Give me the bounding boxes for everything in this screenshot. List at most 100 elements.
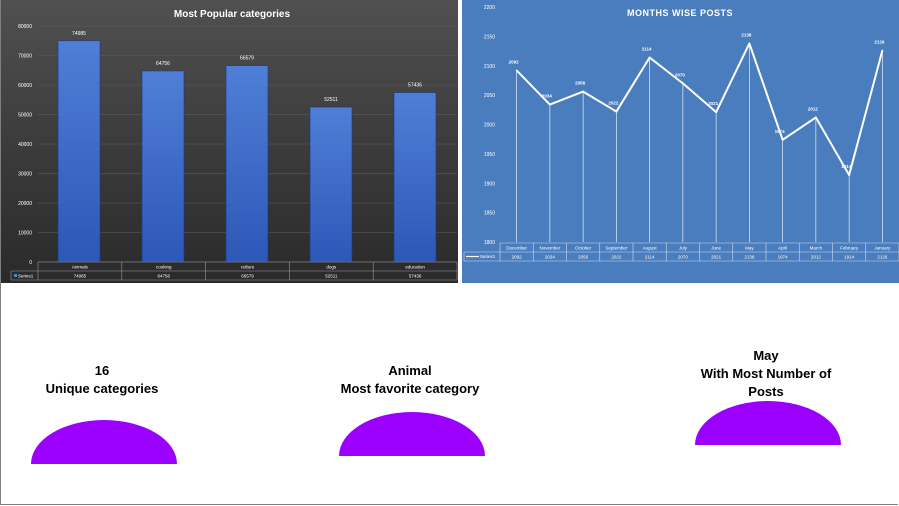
- y-tick-label: 2200: [484, 5, 495, 11]
- bar: [309, 106, 353, 263]
- month-label: July: [679, 246, 688, 251]
- bar-data-label: 57436: [408, 83, 422, 89]
- table-value: 66579: [241, 274, 254, 279]
- y-tick-label: 50000: [18, 113, 32, 119]
- month-chart-panel: MONTHS WISE POSTS 1800 1850 1900 1950 2000 20…: [462, 0, 899, 283]
- semicircle-shape: [339, 412, 485, 456]
- stat-label: With Most Number of Posts: [700, 366, 832, 399]
- month-chart-title: MONTHS WISE POSTS: [627, 8, 733, 18]
- y-tick-label: 2000: [484, 123, 495, 129]
- stat-value: May: [753, 348, 779, 363]
- month-line-chart: MONTHS WISE POSTS 1800 1850 1900 1950 2000 20…: [463, 5, 899, 262]
- stat-value: Animal: [388, 363, 432, 378]
- y-tick-label: 1950: [484, 152, 495, 158]
- table-value: 2070: [678, 255, 689, 260]
- category-bar-chart: Most Popular categories 0 10000 20000 30000…: [10, 9, 458, 281]
- line-point: [815, 116, 817, 119]
- month-label: March: [810, 246, 823, 251]
- y-tick-label: 1850: [484, 211, 495, 217]
- bar: [393, 92, 437, 263]
- category-label: Animals: [72, 265, 89, 270]
- y-tick-label: 70000: [18, 54, 32, 60]
- y-tick-label: 1800: [484, 240, 495, 246]
- month-label: February: [840, 246, 859, 251]
- table-value: 2138: [744, 255, 755, 260]
- table-value: 2012: [811, 255, 822, 260]
- month-label: June: [711, 246, 721, 251]
- category-label: education: [405, 265, 425, 270]
- category-chart-panel: Most Popular categories 0 10000 20000 30000…: [1, 0, 458, 283]
- table-value: 1974: [778, 255, 789, 260]
- y-tick-label: 60000: [18, 83, 32, 89]
- line-data-label: 2070: [675, 72, 686, 77]
- line-data-label: 2056: [575, 81, 586, 86]
- bar: [141, 70, 185, 263]
- semicircle-shape: [31, 420, 177, 464]
- line-data-label: 2114: [642, 47, 652, 52]
- legend-key: [14, 274, 17, 277]
- line-data-label: 2138: [741, 32, 752, 37]
- semicircle-shape: [695, 401, 841, 445]
- category-label: culture: [241, 265, 255, 270]
- line-data-label: 1974: [775, 129, 786, 134]
- line-data-label: 1914: [841, 164, 852, 169]
- category-chart-title: Most Popular categories: [174, 9, 291, 20]
- stat-unique-categories: 16 Unique categories: [36, 362, 168, 398]
- line-data-label: 2126: [874, 39, 885, 44]
- table-value: 2034: [545, 255, 556, 260]
- table-value: 2126: [877, 255, 888, 260]
- series-line: [515, 42, 884, 177]
- line-point: [781, 138, 784, 141]
- table-value: 64756: [157, 274, 170, 279]
- y-tick-label: 0: [29, 260, 32, 266]
- month-label: May: [745, 246, 754, 251]
- month-label: November: [539, 246, 560, 251]
- line-data-label: 2092: [509, 59, 520, 64]
- y-tick-label: 2050: [484, 93, 495, 99]
- line-data-label: 2012: [808, 106, 819, 111]
- category-label: dogs: [326, 265, 337, 270]
- month-label: December: [506, 246, 527, 251]
- bar: [225, 65, 269, 263]
- stat-top-month: May With Most Number of Posts: [690, 347, 842, 401]
- y-tick-label: 80000: [18, 24, 32, 30]
- line-data-label: 2021: [708, 101, 719, 106]
- y-tick-label: 2150: [484, 34, 495, 40]
- line-point: [881, 49, 884, 52]
- line-data-label: 2022: [608, 101, 619, 106]
- month-label: January: [874, 246, 891, 251]
- line-point: [715, 111, 717, 113]
- month-label: April: [778, 246, 787, 251]
- month-label: October: [575, 246, 592, 251]
- bar-data-label: 64756: [156, 61, 170, 67]
- stat-favorite-category: Animal Most favorite category: [332, 362, 488, 398]
- category-label: cooking: [156, 265, 172, 270]
- table-value: 1914: [844, 255, 855, 260]
- table-value: 2114: [645, 255, 655, 260]
- series-name: Series1: [480, 254, 496, 259]
- line-point: [648, 56, 651, 59]
- line-point: [515, 69, 518, 72]
- line-point: [682, 82, 684, 85]
- line-point: [848, 174, 850, 176]
- table-value: 2056: [578, 255, 589, 260]
- y-tick-label: 10000: [18, 231, 32, 237]
- month-label: September: [605, 246, 628, 251]
- table-value: 2022: [611, 255, 622, 260]
- line-point: [582, 90, 584, 93]
- table-value: 2021: [711, 255, 722, 260]
- stat-label: Most favorite category: [340, 381, 480, 396]
- y-tick-label: 2100: [484, 64, 495, 70]
- bar-data-label: 52511: [324, 97, 338, 103]
- bar: [57, 40, 101, 263]
- table-value: 2092: [512, 255, 523, 260]
- line-point: [615, 110, 618, 113]
- line-data-label: 2034: [542, 94, 553, 99]
- month-label: August: [643, 246, 658, 251]
- y-tick-label: 30000: [18, 172, 32, 178]
- series-name: Series1: [18, 274, 34, 279]
- table-value: 52511: [325, 274, 338, 279]
- y-tick-label: 20000: [18, 201, 32, 207]
- stat-label: Unique categories: [45, 381, 159, 396]
- line-point: [549, 103, 551, 106]
